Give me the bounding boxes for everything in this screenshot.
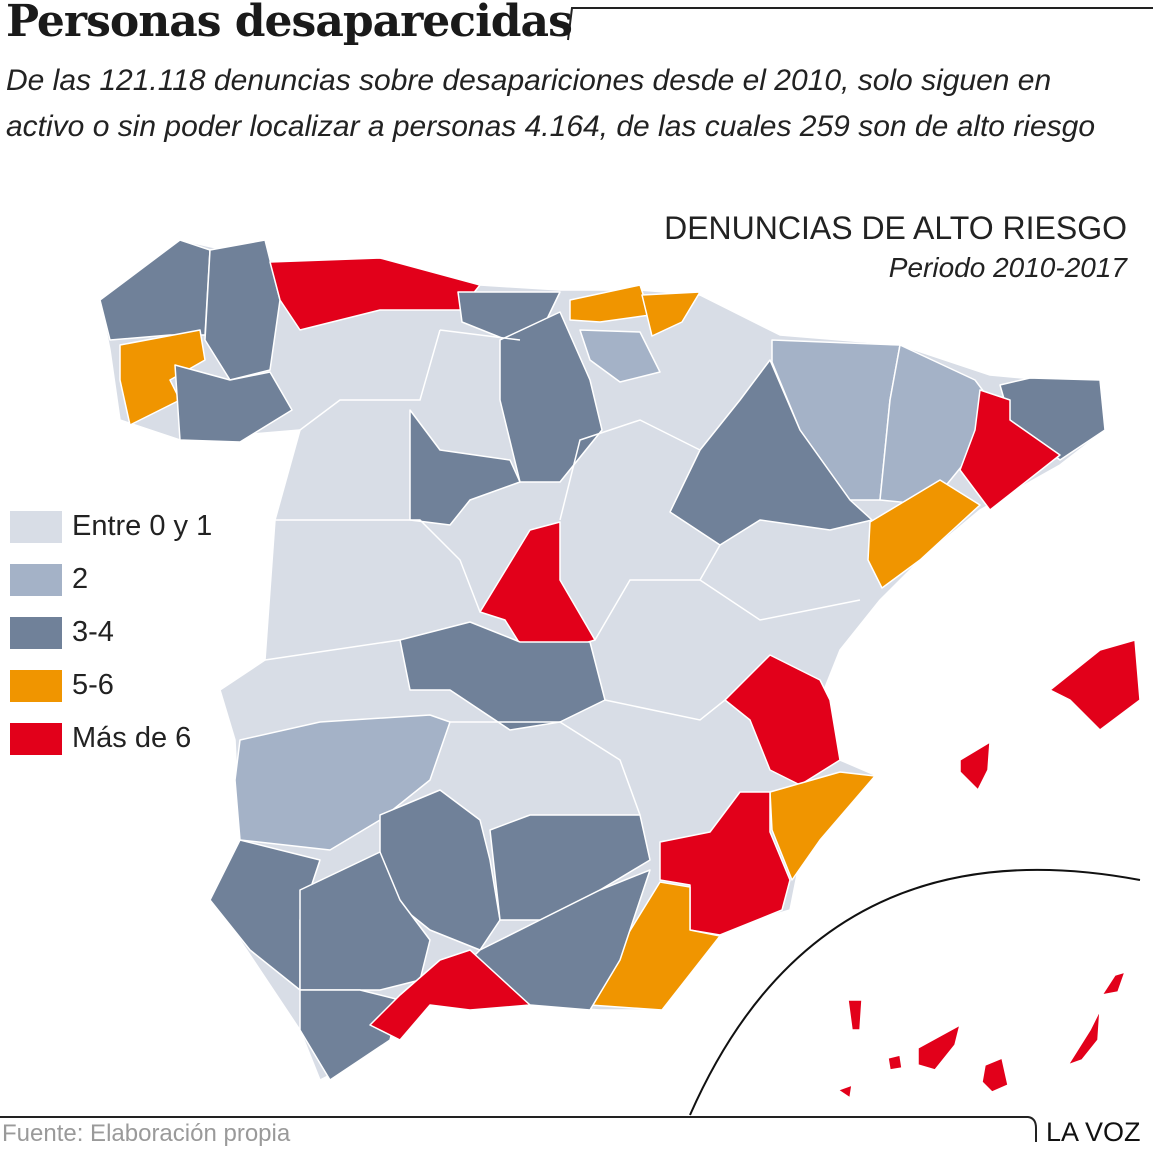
legend-label: Entre 0 y 1 bbox=[72, 510, 213, 542]
map-period: Periodo 2010-2017 bbox=[888, 252, 1127, 283]
province-burgos bbox=[499, 311, 603, 483]
province-border bbox=[275, 519, 481, 613]
brand-logo: LA VOZ bbox=[1046, 1117, 1141, 1147]
island-tenerife bbox=[917, 1024, 961, 1071]
island-la-palma bbox=[847, 999, 863, 1031]
legend-swatch bbox=[10, 563, 62, 596]
legend-label: 3-4 bbox=[72, 616, 114, 648]
legend-label: 5-6 bbox=[72, 669, 114, 701]
header-bracket-line bbox=[567, 7, 1153, 41]
province-bizkaia bbox=[569, 284, 651, 323]
province-asturias bbox=[269, 257, 481, 331]
province-badajoz bbox=[234, 714, 451, 851]
legend-label: Más de 6 bbox=[72, 722, 192, 754]
page-subtitle: De las 121.118 denuncias sobre desaparic… bbox=[6, 64, 1096, 143]
province-jaen bbox=[489, 814, 651, 921]
island-la-gomera bbox=[887, 1054, 903, 1071]
province-valencia bbox=[724, 654, 841, 786]
province-border bbox=[450, 721, 641, 816]
legend-swatch bbox=[10, 669, 62, 702]
province-border bbox=[299, 329, 441, 431]
province-toledo bbox=[399, 621, 606, 731]
island-mallorca bbox=[1049, 639, 1141, 731]
province-alava bbox=[579, 329, 661, 383]
province-border bbox=[264, 639, 401, 661]
province-border bbox=[594, 544, 721, 641]
map-title: DENUNCIAS DE ALTO RIESGO bbox=[664, 210, 1127, 246]
island-el-hierro bbox=[837, 1084, 853, 1099]
legend-item: 3-4 bbox=[10, 606, 212, 659]
province-murcia bbox=[659, 791, 791, 936]
province-border bbox=[699, 579, 861, 621]
island-gran-canaria bbox=[981, 1057, 1009, 1093]
province-zaragoza bbox=[669, 359, 873, 546]
province-border bbox=[604, 699, 726, 721]
legend-swatch bbox=[10, 722, 62, 755]
province-lugo bbox=[204, 239, 281, 381]
legend-item: 2 bbox=[10, 553, 212, 606]
page-title: Personas desaparecidas bbox=[6, 0, 573, 47]
island-fuerteventura bbox=[1067, 1009, 1101, 1066]
legend-swatch bbox=[10, 510, 62, 543]
legend-item: 5-6 bbox=[10, 659, 212, 712]
province-madrid bbox=[479, 521, 596, 661]
province-barcelona bbox=[959, 389, 1061, 511]
legend-item: Entre 0 y 1 bbox=[10, 500, 212, 553]
province-castellon bbox=[867, 479, 981, 589]
province-cadiz bbox=[299, 989, 401, 1081]
island-lanzarote bbox=[1101, 971, 1126, 996]
province-alicante bbox=[769, 771, 876, 881]
footer-line bbox=[0, 1116, 1037, 1142]
province-border bbox=[559, 419, 701, 521]
legend: Entre 0 y 1 2 3-4 5-6 Más de 6 bbox=[10, 500, 212, 765]
province-valladolid bbox=[409, 409, 521, 526]
source-note: Fuente: Elaboración propia bbox=[2, 1120, 291, 1147]
canary-islands-separator-arc bbox=[689, 868, 1141, 1116]
province-a-coruna bbox=[99, 239, 211, 341]
island-ibiza bbox=[959, 741, 991, 791]
legend-item: Más de 6 bbox=[10, 712, 212, 765]
legend-label: 2 bbox=[72, 563, 89, 595]
province-border bbox=[439, 329, 521, 341]
province-malaga bbox=[369, 949, 531, 1041]
province-ourense bbox=[174, 364, 293, 443]
province-pontevedra bbox=[119, 329, 206, 426]
legend-swatch bbox=[10, 616, 62, 649]
province-gipuzkoa bbox=[641, 291, 701, 337]
